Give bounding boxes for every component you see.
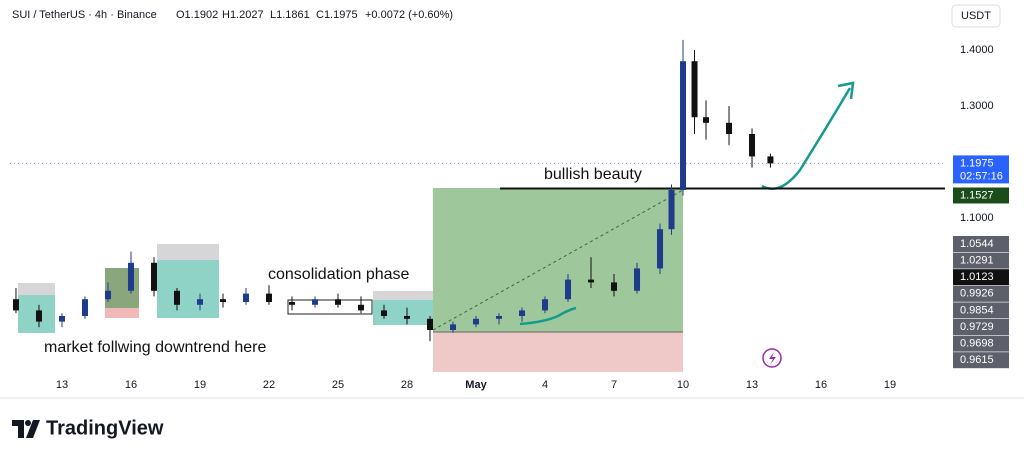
- price-label: 0.9926: [960, 288, 994, 300]
- candle-body: [703, 117, 710, 123]
- x-tick-label: 13: [56, 379, 68, 391]
- symbol: SUI / TetherUS · 4h · Binance: [12, 9, 157, 21]
- last-price-tag: [953, 155, 1009, 184]
- price-tag: [953, 319, 1009, 335]
- candle-body: [127, 262, 134, 291]
- candle-body: [427, 318, 434, 331]
- candle-body: [680, 61, 687, 191]
- price-label: 0.9854: [960, 304, 994, 316]
- last-price-label: 1.1975: [960, 157, 994, 169]
- candle-body: [288, 302, 295, 305]
- candle-body: [473, 318, 480, 325]
- candle-body: [58, 316, 65, 322]
- event-icon[interactable]: [762, 348, 782, 368]
- ohlc-close: C1.1975: [316, 9, 358, 21]
- price-label: 1.0123: [960, 271, 994, 283]
- brand: TradingView: [46, 417, 164, 439]
- candle-body: [35, 310, 42, 322]
- price-label: 0.9698: [960, 338, 994, 350]
- x-tick-label: 16: [815, 379, 827, 391]
- x-tick-label: 7: [611, 379, 617, 391]
- annotation-boxes: [18, 81, 855, 372]
- candle-body: [381, 310, 387, 317]
- candle-body: [726, 122, 733, 135]
- event-bolt: [769, 352, 776, 365]
- price-label: 1.0544: [960, 238, 994, 250]
- candle-body: [104, 290, 111, 300]
- y-tick-label: 1.1000: [960, 212, 994, 224]
- x-tick-label: 19: [194, 379, 206, 391]
- x-tick-label: 25: [332, 379, 344, 391]
- change: +0.0072 (+0.60%): [365, 9, 453, 21]
- candle-body: [588, 279, 595, 283]
- price-tag: [953, 335, 1009, 352]
- price-tag: [953, 269, 1009, 286]
- x-tick-label: 4: [542, 379, 548, 391]
- candle-body: [334, 299, 341, 305]
- currency[interactable]: USDT: [961, 10, 991, 22]
- candle-body: [173, 290, 180, 305]
- x-tick-label: 28: [401, 379, 413, 391]
- x-tick-label: May: [465, 379, 487, 391]
- candle-body: [81, 299, 88, 317]
- price-tag: [953, 302, 1009, 319]
- candle-body: [691, 61, 698, 118]
- ohlc-low: L1.1861: [270, 9, 310, 21]
- candle-body: [519, 310, 526, 317]
- candle-body: [634, 268, 641, 291]
- logo: TradingView: [12, 417, 164, 439]
- y-tick-label: 1.4000: [960, 44, 994, 56]
- header: SUI / TetherUS · 4h · Binance O1.1902 H1…: [12, 9, 453, 21]
- x-tick-label: 19: [884, 379, 896, 391]
- x-tick-label: 13: [746, 379, 758, 391]
- candle-body: [219, 299, 226, 303]
- level-label: 1.1527: [960, 189, 994, 201]
- candle-body: [242, 293, 249, 303]
- price-tag: [953, 252, 1009, 269]
- price-tag: [953, 352, 1009, 369]
- candle-body: [542, 299, 549, 311]
- candle-body: [404, 316, 411, 319]
- annotation: consolidation phase: [268, 266, 410, 283]
- candle-body: [767, 156, 774, 164]
- candle-body: [311, 299, 318, 305]
- price-tag: [953, 236, 1009, 252]
- countdown: 02:57:16: [960, 170, 1003, 182]
- x-tick-label: 22: [263, 379, 275, 391]
- annotation: bullish beauty: [544, 166, 642, 183]
- currency-box[interactable]: [951, 4, 1001, 28]
- candle-body: [450, 324, 457, 331]
- candle-body: [150, 262, 157, 291]
- level-tag: [953, 187, 1009, 204]
- price-label: 0.9615: [960, 354, 994, 366]
- candle-body: [668, 190, 675, 230]
- x-tick-label: 16: [125, 379, 137, 391]
- candle-body: [12, 299, 19, 311]
- plot: [10, 39, 945, 342]
- candle-body: [496, 316, 503, 319]
- x-tick-label: 10: [677, 379, 689, 391]
- price-tag: [953, 285, 1009, 302]
- candle-body: [265, 293, 272, 303]
- annotation: market follwing downtrend here: [44, 339, 266, 356]
- candle-body: [657, 229, 664, 269]
- y-tick-label: 1.3000: [960, 100, 994, 112]
- candle-body: [196, 299, 203, 305]
- price-label: 0.9729: [960, 321, 994, 333]
- price-label: 1.0291: [960, 255, 994, 267]
- candle-body: [565, 279, 572, 300]
- ohlc-open: O1.1902: [176, 9, 218, 21]
- candle-body: [611, 282, 618, 291]
- candle-body: [749, 134, 756, 157]
- candle-body: [357, 304, 364, 311]
- ohlc-high: H1.2027: [222, 9, 264, 21]
